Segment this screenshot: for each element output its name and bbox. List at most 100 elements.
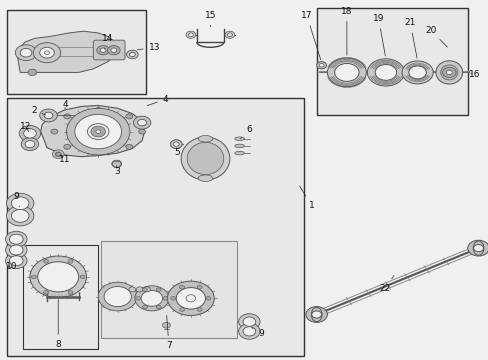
Circle shape — [44, 112, 53, 119]
Circle shape — [156, 305, 161, 309]
Ellipse shape — [440, 65, 457, 80]
Circle shape — [179, 308, 184, 311]
Circle shape — [9, 234, 23, 244]
Bar — [101, 241, 237, 338]
Circle shape — [142, 288, 147, 292]
Circle shape — [316, 62, 326, 69]
Circle shape — [167, 281, 214, 316]
Text: 19: 19 — [372, 14, 385, 56]
FancyBboxPatch shape — [93, 40, 125, 60]
Circle shape — [30, 256, 86, 298]
Circle shape — [136, 297, 141, 300]
Ellipse shape — [472, 241, 483, 255]
Circle shape — [104, 287, 131, 307]
Circle shape — [142, 305, 147, 309]
Circle shape — [80, 275, 85, 279]
Circle shape — [185, 31, 195, 39]
Circle shape — [401, 61, 432, 84]
Ellipse shape — [198, 135, 212, 142]
Circle shape — [125, 114, 132, 119]
Circle shape — [138, 120, 146, 126]
Circle shape — [38, 262, 79, 292]
Circle shape — [205, 297, 210, 300]
Circle shape — [40, 47, 54, 58]
Circle shape — [163, 297, 167, 300]
Circle shape — [20, 48, 32, 57]
Circle shape — [446, 70, 451, 75]
Circle shape — [197, 308, 202, 311]
Circle shape — [227, 33, 232, 37]
Text: 7: 7 — [166, 315, 171, 350]
Ellipse shape — [234, 151, 244, 155]
Circle shape — [238, 323, 260, 339]
Text: 11: 11 — [59, 155, 71, 164]
Circle shape — [19, 126, 41, 141]
Circle shape — [98, 282, 137, 311]
Text: 8: 8 — [55, 300, 61, 349]
Text: 4: 4 — [147, 95, 168, 105]
Circle shape — [129, 287, 136, 292]
Circle shape — [224, 31, 234, 39]
Circle shape — [408, 66, 426, 79]
Circle shape — [173, 142, 179, 146]
Circle shape — [374, 64, 396, 80]
Circle shape — [41, 48, 53, 57]
Circle shape — [5, 242, 27, 258]
Circle shape — [180, 291, 201, 306]
Text: 1: 1 — [299, 186, 314, 210]
Bar — [6, 10, 145, 94]
Circle shape — [9, 245, 23, 255]
Circle shape — [197, 285, 202, 289]
Circle shape — [170, 297, 175, 300]
Text: 14: 14 — [102, 34, 113, 49]
Circle shape — [467, 240, 488, 256]
Circle shape — [170, 140, 182, 148]
Circle shape — [141, 291, 162, 306]
Circle shape — [319, 63, 324, 67]
Circle shape — [66, 108, 130, 155]
Text: 2: 2 — [31, 105, 46, 115]
Circle shape — [139, 129, 145, 134]
Circle shape — [473, 244, 483, 252]
Circle shape — [15, 45, 37, 60]
Text: 9: 9 — [13, 192, 20, 207]
Circle shape — [243, 327, 255, 336]
Circle shape — [136, 287, 143, 292]
Circle shape — [63, 114, 70, 119]
Circle shape — [170, 140, 182, 148]
Circle shape — [100, 48, 106, 52]
Circle shape — [366, 59, 404, 86]
Text: 5: 5 — [174, 144, 183, 157]
Circle shape — [96, 130, 101, 134]
Circle shape — [185, 295, 195, 302]
Circle shape — [51, 129, 58, 134]
Circle shape — [316, 62, 326, 69]
Text: 9: 9 — [251, 328, 264, 338]
Circle shape — [63, 144, 70, 149]
Text: 6: 6 — [240, 125, 252, 139]
Circle shape — [23, 129, 36, 138]
Circle shape — [162, 322, 170, 328]
Circle shape — [334, 63, 358, 81]
Text: 21: 21 — [404, 18, 416, 58]
Circle shape — [33, 42, 61, 63]
Circle shape — [9, 256, 23, 266]
Text: 18: 18 — [341, 7, 352, 55]
Text: 20: 20 — [424, 26, 447, 47]
Circle shape — [11, 197, 29, 210]
Circle shape — [87, 124, 109, 139]
Circle shape — [126, 50, 138, 59]
Text: 22: 22 — [379, 275, 393, 293]
Circle shape — [55, 152, 61, 156]
Circle shape — [52, 150, 64, 158]
Bar — [6, 98, 304, 356]
Circle shape — [129, 52, 135, 57]
Circle shape — [95, 150, 102, 156]
Text: 13: 13 — [137, 43, 160, 52]
Text: 16: 16 — [468, 70, 479, 79]
Circle shape — [238, 314, 260, 329]
Ellipse shape — [311, 307, 322, 321]
Circle shape — [91, 126, 105, 137]
Text: 12: 12 — [20, 122, 32, 132]
Circle shape — [179, 285, 184, 289]
